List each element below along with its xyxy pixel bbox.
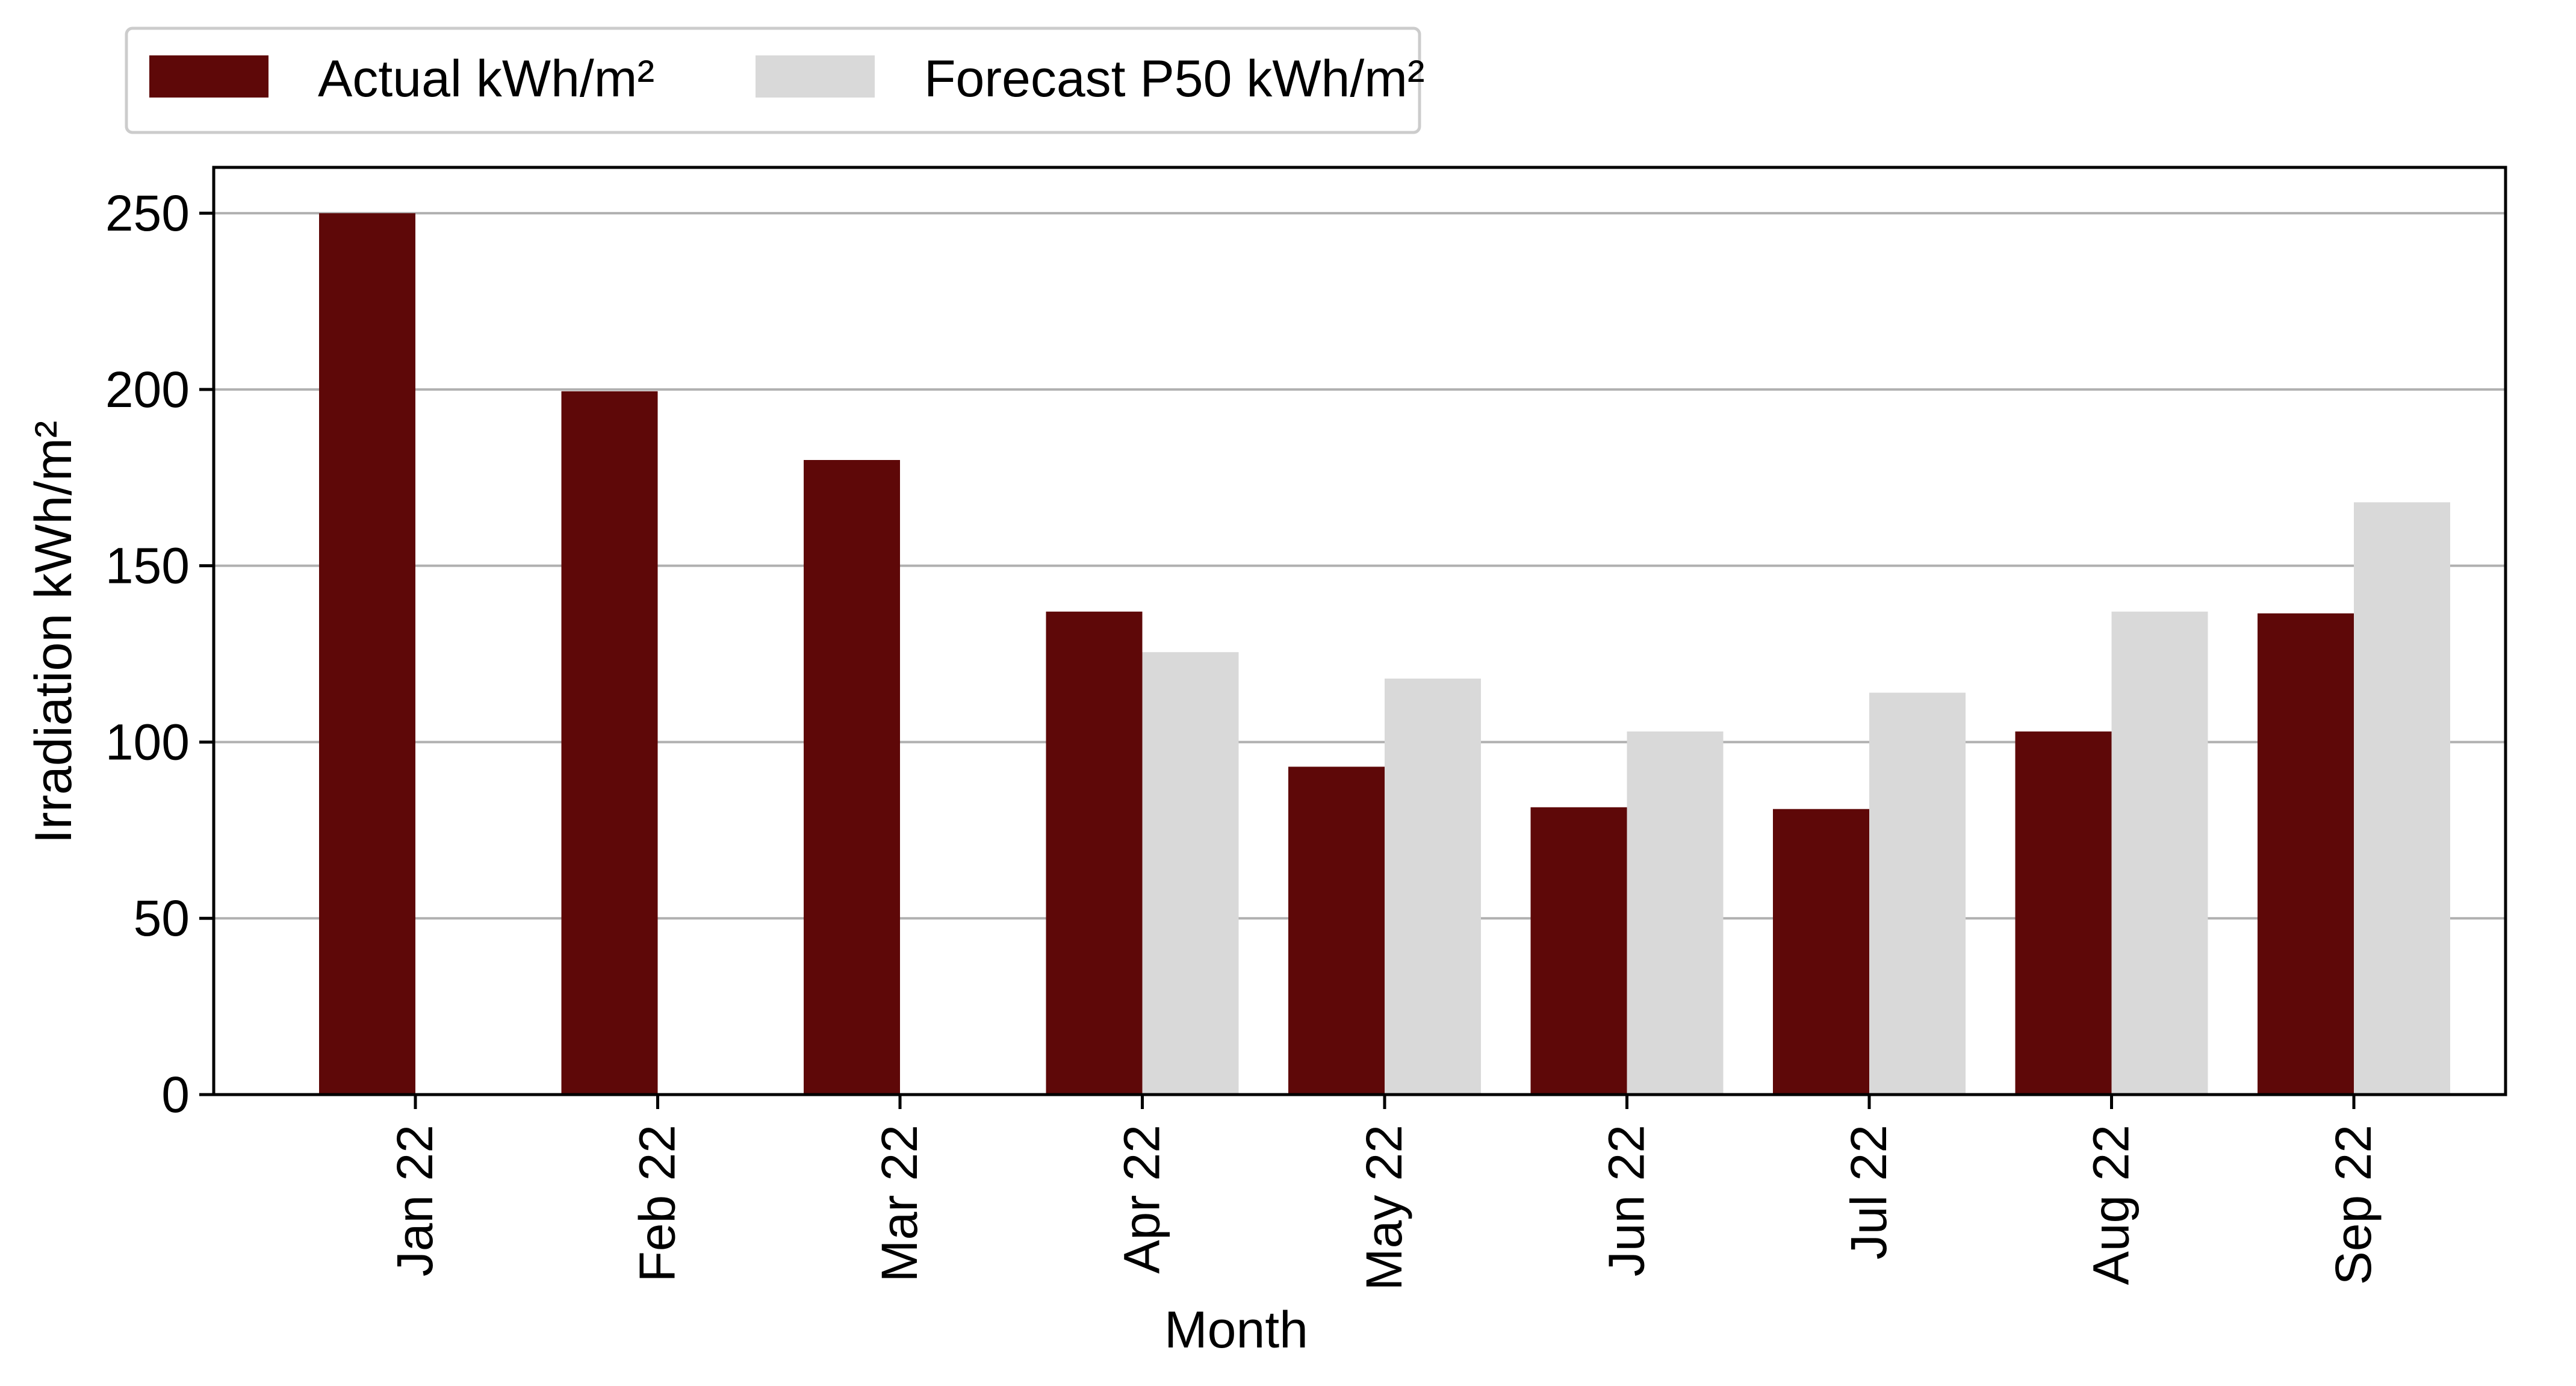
y-tick-label: 250 — [105, 185, 190, 241]
bar-forecast — [2354, 502, 2450, 1095]
legend-label-actual: Actual kWh/m² — [318, 50, 654, 108]
x-tick-label: Jan 22 — [386, 1125, 443, 1276]
x-tick-label: May 22 — [1356, 1125, 1412, 1290]
x-tick-label: Aug 22 — [2083, 1125, 2140, 1285]
bar-actual — [319, 213, 415, 1095]
bar-forecast — [1627, 731, 1724, 1095]
x-tick-label: Jul 22 — [1840, 1125, 1897, 1260]
legend: Actual kWh/m² Forecast P50 kWh/m² — [125, 26, 1425, 134]
bar-actual — [1773, 809, 1869, 1095]
bar-forecast — [1385, 679, 1481, 1095]
bar-actual — [1288, 766, 1385, 1095]
y-axis-title: Irradiation kWh/m² — [25, 421, 82, 844]
y-tick-label: 50 — [134, 890, 190, 946]
y-tick-label: 100 — [105, 713, 190, 770]
bars — [319, 213, 2450, 1095]
x-tick-label: Apr 22 — [1114, 1125, 1170, 1274]
legend-swatch-actual — [149, 55, 268, 98]
bar-actual — [2015, 731, 2112, 1095]
y-tick-label: 0 — [161, 1066, 190, 1123]
bar-actual — [561, 391, 658, 1095]
y-axis: 0 50 100 150 200 250 — [105, 185, 214, 1123]
plot-frame — [212, 166, 2507, 1096]
x-axis-title: Month — [1164, 1301, 1308, 1359]
bar-forecast — [1142, 652, 1239, 1095]
x-axis: Jan 22 Feb 22 Mar 22 Apr 22 May 22 Jun 22 Jul … — [386, 1095, 2382, 1290]
x-tick-label: Jun 22 — [1598, 1125, 1655, 1276]
x-tick-label: Feb 22 — [629, 1125, 686, 1282]
bar-actual — [2258, 613, 2354, 1095]
bar-actual — [1530, 807, 1627, 1095]
bar-forecast — [2111, 611, 2208, 1095]
x-tick-label: Mar 22 — [871, 1125, 928, 1282]
y-tick-label: 200 — [105, 361, 190, 418]
legend-label-forecast: Forecast P50 kWh/m² — [924, 50, 1425, 108]
x-tick-label: Sep 22 — [2325, 1125, 2382, 1285]
bar-actual — [1046, 611, 1143, 1095]
y-tick-label: 150 — [105, 538, 190, 594]
bar-forecast — [1869, 692, 1966, 1095]
bar-actual — [804, 460, 900, 1095]
legend-swatch-forecast — [756, 55, 875, 98]
